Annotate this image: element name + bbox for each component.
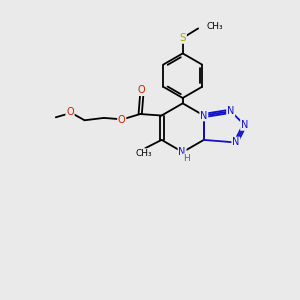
Text: N: N: [200, 110, 208, 121]
Text: CH₃: CH₃: [135, 149, 152, 158]
Text: O: O: [118, 115, 126, 125]
Text: N: N: [241, 120, 248, 130]
Text: N: N: [227, 106, 234, 116]
Text: N: N: [178, 147, 186, 157]
Text: O: O: [66, 107, 74, 117]
Text: H: H: [183, 154, 190, 163]
Text: S: S: [179, 33, 186, 43]
Text: CH₃: CH₃: [206, 22, 223, 32]
Text: N: N: [232, 137, 239, 148]
Text: O: O: [138, 85, 146, 95]
